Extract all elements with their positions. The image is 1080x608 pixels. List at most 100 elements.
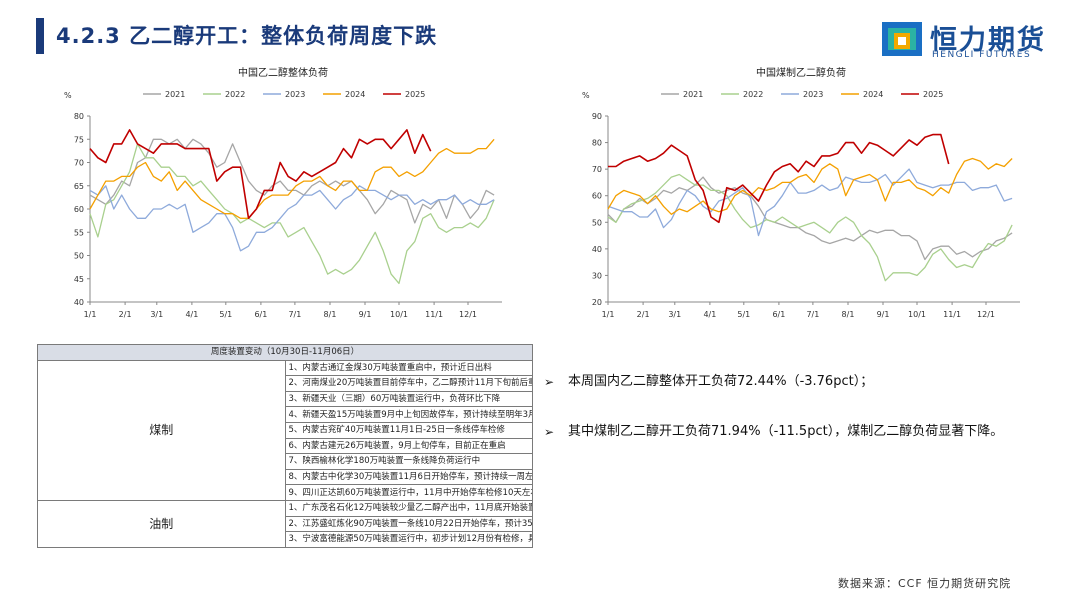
- table-cell: 9、四川正达凯60万吨装置运行中，11月中开始停车检修10天左右: [284, 484, 533, 501]
- overall-x-tick-label: 2/1: [119, 310, 132, 319]
- coal-x-tick-label: 2/1: [637, 310, 650, 319]
- coal-load-chart-svg: 中国煤制乙二醇负荷% 2021 2022 2023 2024 2025 20 30 40 50 60…: [582, 66, 1020, 319]
- coal-series-line-2025: [608, 133, 950, 224]
- table-cell: 5、内蒙古兖矿40万吨装置11月1日-25日一条线停车检修: [284, 421, 533, 439]
- overall-y-tick-label: 40: [74, 298, 84, 307]
- coal-legend-label-2022: 2022: [743, 90, 763, 99]
- bullet-text: 其中煤制乙二醇开工负荷71.94%（-11.5pct），煤制乙二醇负荷显著下降。: [568, 424, 1004, 439]
- overall-x-tick-label: 4/1: [185, 310, 198, 319]
- coal-series-line-2021: [607, 176, 1013, 261]
- overall-legend-label-2023: 2023: [285, 90, 305, 99]
- overall-legend-label-2021: 2021: [165, 90, 185, 99]
- coal-x-tick-label: 10/1: [908, 310, 926, 319]
- company-logo: 恒力期货 HENGLI FUTURES: [882, 16, 1052, 62]
- overall-x-tick-label: 10/1: [390, 310, 408, 319]
- table-row: 油制1、广东茂名石化12万吨装较少量乙二醇产出中，11月底开始装置停车，预计维持…: [37, 499, 533, 548]
- bullet-list: ➢ 本周国内乙二醇整体开工负荷72.44%（-3.76pct）； ➢ 其中煤制乙…: [544, 372, 1064, 472]
- logo-subtitle: HENGLI FUTURES: [932, 50, 1032, 58]
- overall-x-tick-label: 3/1: [150, 310, 163, 319]
- coal-series-line-2024: [607, 157, 1013, 215]
- overall-chart-title: 中国乙二醇整体负荷: [238, 66, 328, 79]
- table-cell: 7、陕西榆林化学180万吨装置一条线降负荷运行中: [284, 453, 533, 470]
- overall-x-tick-label: 6/1: [254, 310, 267, 319]
- overall-y-tick-label: 60: [74, 205, 84, 214]
- coal-x-tick-label: 8/1: [842, 310, 855, 319]
- overall-x-tick-label: 12/1: [459, 310, 477, 319]
- bullet-item: ➢ 本周国内乙二醇整体开工负荷72.44%（-3.76pct）；: [544, 372, 1064, 392]
- data-source: 数据来源：CCF 恒力期货研究院: [838, 577, 1012, 590]
- coal-x-tick-label: 7/1: [806, 310, 819, 319]
- table-row: 3、宁波富德能源50万吨装置运行中，初步计划12月份有检修，具体细节待定: [38, 531, 533, 548]
- table-row: 煤制 1、内蒙古通辽金煤30万吨装置重启中，预计近日出料: [37, 359, 533, 501]
- overall-x-tick-label: 11/1: [425, 310, 443, 319]
- coal-legend-label-2023: 2023: [803, 90, 823, 99]
- title-accent-bar: [36, 18, 44, 54]
- overall-y-tick-label: 50: [74, 252, 84, 261]
- coal-legend-label-2025: 2025: [923, 90, 943, 99]
- coal-chart-title: 中国煤制乙二醇负荷: [756, 66, 846, 79]
- overall-x-tick-label: 9/1: [359, 310, 372, 319]
- bullet-text: 本周国内乙二醇整体开工负荷72.44%（-3.76pct）；: [568, 374, 874, 389]
- coal-x-tick-label: 4/1: [703, 310, 716, 319]
- coal-unit-label: %: [582, 91, 590, 100]
- overall-series-line-2023: [89, 185, 495, 252]
- overall-legend-label-2025: 2025: [405, 90, 425, 99]
- bullet-item: ➢ 其中煤制乙二醇开工负荷71.94%（-11.5pct），煤制乙二醇负荷显著下…: [544, 422, 1064, 442]
- overall-y-tick-label: 65: [74, 182, 84, 191]
- overall-y-tick-label: 80: [74, 112, 84, 121]
- coal-y-tick-label: 90: [592, 112, 602, 121]
- table-cell: 3、宁波富德能源50万吨装置运行中，初步计划12月份有检修，具体细节待定: [284, 531, 533, 548]
- logo-mark-icon: [882, 22, 922, 56]
- coal-y-tick-label: 80: [592, 139, 602, 148]
- overall-load-chart: 中国乙二醇整体负荷% 2021 2022 2023 2024 2025 40 45 50 55 60…: [30, 62, 530, 330]
- table-category-cell: 油制: [37, 499, 286, 548]
- coal-legend-label-2024: 2024: [863, 90, 883, 99]
- coal-y-tick-label: 50: [592, 218, 602, 227]
- overall-y-tick-label: 45: [74, 275, 84, 284]
- plant-changes-table: 周度装置变动（10月30日-11月06日） 煤制 1、内蒙古通辽金煤30万吨装置重…: [37, 344, 533, 548]
- logo-name: 恒力期货: [930, 25, 1046, 56]
- overall-legend-label-2022: 2022: [225, 90, 245, 99]
- overall-y-tick-label: 70: [74, 159, 84, 168]
- table-header: 周度装置变动（10月30日-11月06日）: [37, 344, 533, 361]
- coal-y-tick-label: 30: [592, 271, 602, 280]
- arrow-bullet-icon: ➢: [544, 425, 555, 439]
- overall-load-chart-svg: 中国乙二醇整体负荷% 2021 2022 2023 2024 2025 40 45 50 55 60…: [64, 66, 502, 319]
- coal-x-tick-label: 12/1: [977, 310, 995, 319]
- table-cell: 3、新疆天业（三期）60万吨装置运行中，负荷环比下降: [284, 390, 533, 408]
- overall-y-tick-label: 55: [74, 228, 84, 237]
- coal-load-chart: 中国煤制乙二醇负荷% 2021 2022 2023 2024 2025 20 30 40 50 60…: [548, 62, 1048, 330]
- overall-legend-label-2024: 2024: [345, 90, 365, 99]
- table-cell: 1、内蒙古通辽金煤30万吨装置重启中，预计近日出料: [284, 359, 533, 377]
- coal-x-tick-label: 3/1: [668, 310, 681, 319]
- arrow-bullet-icon: ➢: [544, 375, 555, 389]
- page-title: 4.2.3 乙二醇开工：整体负荷周度下跌: [56, 24, 438, 48]
- table-cell: 2、河南煤业20万吨装置目前停车中，乙二醇预计11月下旬前后重启: [284, 375, 533, 392]
- coal-x-tick-label: 9/1: [877, 310, 890, 319]
- coal-y-tick-label: 20: [592, 298, 602, 307]
- overall-y-tick-label: 75: [74, 135, 84, 144]
- coal-y-tick-label: 40: [592, 245, 602, 254]
- overall-x-tick-label: 5/1: [219, 310, 232, 319]
- coal-y-tick-label: 70: [592, 165, 602, 174]
- table-cell: 4、新疆天盈15万吨装置9月中上旬因故停车，预计持续至明年3月份: [284, 406, 533, 423]
- coal-legend-label-2021: 2021: [683, 90, 703, 99]
- overall-x-tick-label: 1/1: [84, 310, 97, 319]
- coal-x-tick-label: 5/1: [737, 310, 750, 319]
- overall-unit-label: %: [64, 91, 72, 100]
- overall-series-line-2024: [89, 138, 495, 219]
- overall-series-line-2025: [89, 129, 432, 220]
- table-cell: 8、内蒙古中化学30万吨装置11月6日开始停车，预计持续一周左右: [284, 468, 533, 486]
- overall-x-tick-label: 7/1: [288, 310, 301, 319]
- slide-header: 4.2.3 乙二醇开工：整体负荷周度下跌 恒力期货 HENGLI FUTURES: [0, 0, 1080, 62]
- table-category-cell: 煤制: [37, 359, 286, 501]
- table-cell: 6、内蒙古建元26万吨装置，9月上旬停车，目前正在重启: [284, 437, 533, 455]
- table-cell: 2、江苏盛虹炼化90万吨装置一条线10月22日开始停车，预计35-40天: [284, 515, 533, 533]
- coal-x-tick-label: 1/1: [602, 310, 615, 319]
- coal-y-tick-label: 60: [592, 192, 602, 201]
- coal-series-line-2022: [607, 173, 1013, 282]
- overall-series-line-2022: [89, 143, 495, 285]
- coal-x-tick-label: 11/1: [943, 310, 961, 319]
- overall-x-tick-label: 8/1: [324, 310, 337, 319]
- coal-x-tick-label: 6/1: [772, 310, 785, 319]
